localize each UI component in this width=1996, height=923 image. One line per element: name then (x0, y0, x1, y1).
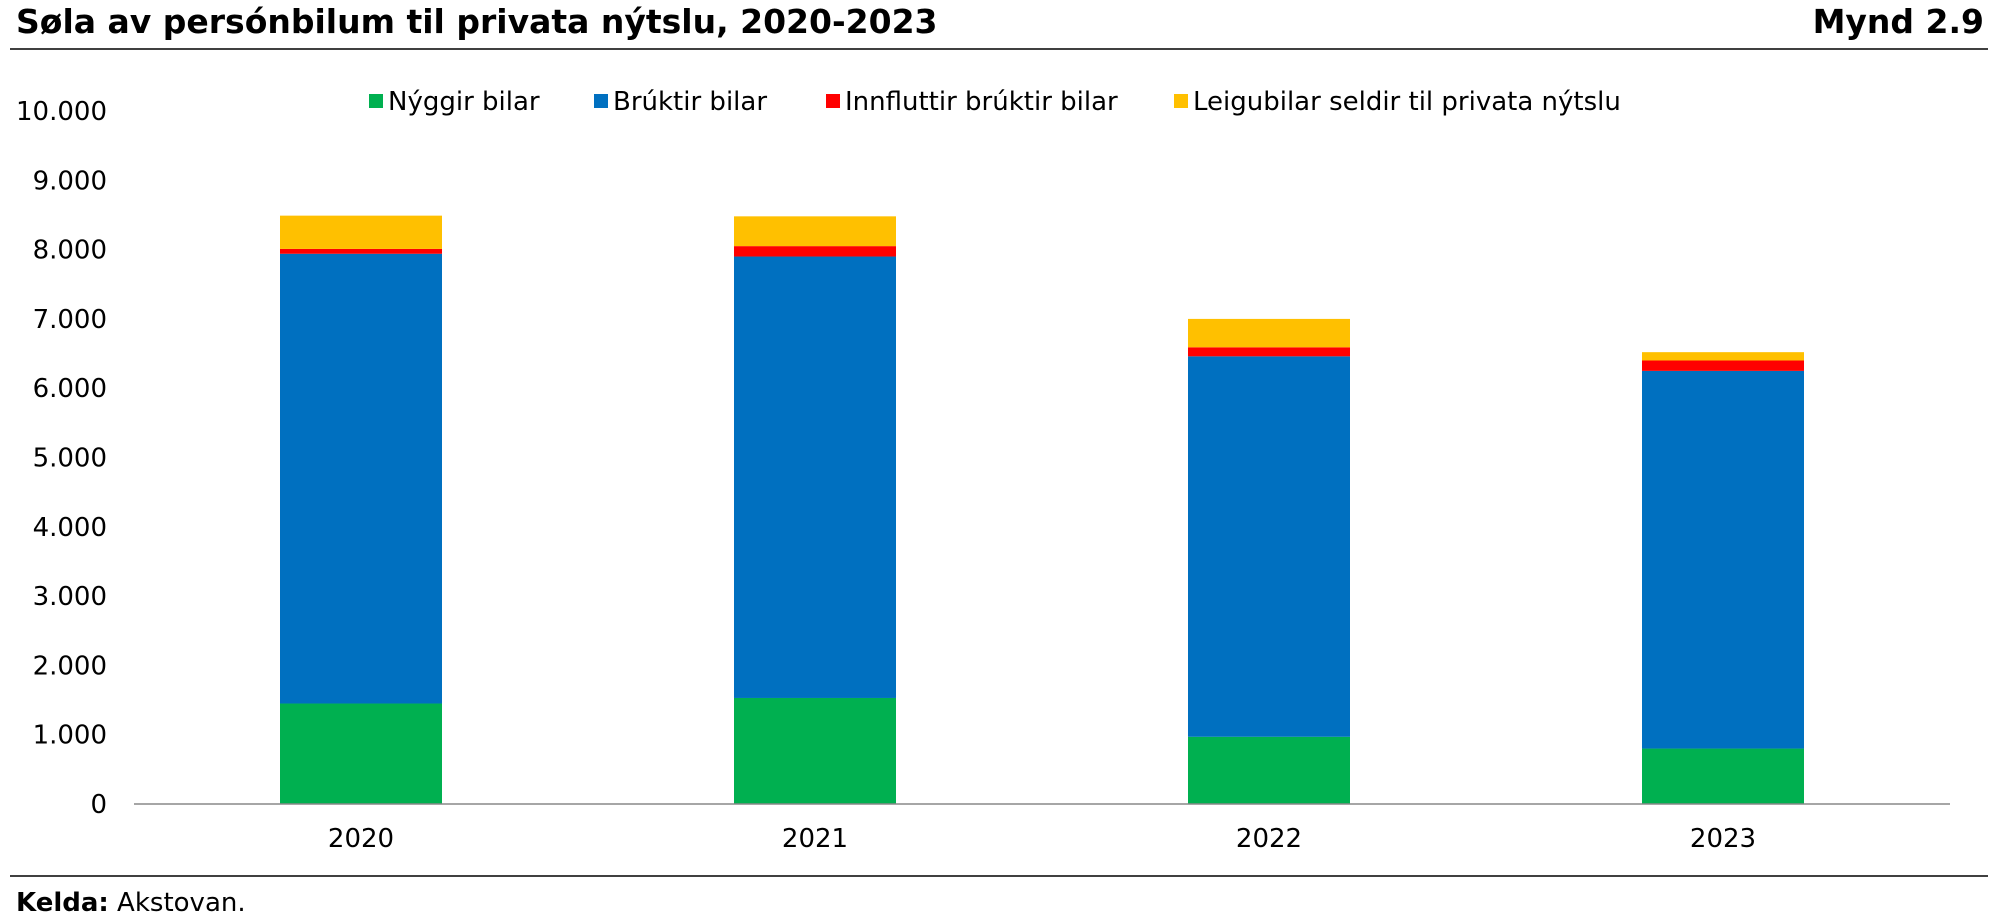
x-tick-label: 2020 (328, 824, 394, 854)
bar-segment-2021-series-2 (734, 246, 896, 257)
legend-label: Nýggir bilar (388, 87, 540, 117)
x-axis: 2020 2021 2022 2023 (328, 824, 1756, 854)
y-tick-label: 4.000 (33, 513, 107, 543)
legend-item: Leigubilar seldir til privata nýtslu (1174, 87, 1621, 117)
legend-label: Leigubilar seldir til privata nýtslu (1193, 87, 1621, 117)
bar-stack-2020 (280, 215, 442, 804)
legend-item: Brúktir bilar (594, 87, 767, 117)
legend-item: Nýggir bilar (369, 87, 540, 117)
legend-swatch (369, 94, 383, 108)
chart-header: Søla av persónbilum til privata nýtslu, … (10, 2, 1988, 50)
y-tick-label: 5.000 (33, 444, 107, 474)
chart-title: Søla av persónbilum til privata nýtslu, … (16, 2, 938, 41)
source-text: Akstovan. (109, 888, 246, 918)
bar-stack-2022 (1188, 318, 1350, 804)
y-axis: 0 1.000 2.000 3.000 4.000 5.000 6.000 7.000 8.00… (16, 97, 107, 820)
x-tick-label: 2022 (1236, 824, 1302, 854)
bar-stack-2023 (1642, 352, 1804, 804)
bar-segment-2022-series-1 (1188, 356, 1350, 737)
bar-segment-2022-series-2 (1188, 347, 1350, 357)
bar-segment-2023-series-1 (1642, 370, 1804, 749)
legend-label: Brúktir bilar (613, 87, 767, 117)
bar-segment-2023-series-2 (1642, 360, 1804, 371)
bar-segment-2023-series-3 (1642, 352, 1804, 361)
bar-segment-2023-series-0 (1642, 748, 1804, 804)
y-tick-label: 7.000 (33, 305, 107, 335)
plot-area (280, 215, 1804, 804)
figure-label: Mynd 2.9 (1813, 2, 1984, 41)
legend-swatch (594, 94, 608, 108)
x-tick-label: 2023 (1690, 824, 1756, 854)
legend-label: Innfluttir brúktir bilar (845, 87, 1118, 117)
y-tick-label: 0 (90, 790, 107, 820)
y-tick-label: 8.000 (33, 236, 107, 266)
bar-segment-2022-series-3 (1188, 318, 1350, 348)
y-tick-label: 2.000 (33, 651, 107, 681)
legend-item: Innfluttir brúktir bilar (826, 87, 1118, 117)
chart-footer: Kelda: Akstovan. (10, 875, 1988, 918)
bar-segment-2020-series-3 (280, 215, 442, 249)
legend-swatch (826, 94, 840, 108)
bar-segment-2020-series-0 (280, 703, 442, 804)
source-label: Kelda: (16, 888, 109, 918)
source-note: Kelda: Akstovan. (16, 888, 246, 918)
y-tick-label: 1.000 (33, 721, 107, 751)
y-tick-label: 6.000 (33, 374, 107, 404)
legend: Nýggir bilar Brúktir bilar Innfluttir brúk… (369, 87, 1621, 117)
y-tick-label: 3.000 (33, 582, 107, 612)
x-tick-label: 2021 (782, 824, 848, 854)
bar-segment-2021-series-3 (734, 216, 896, 247)
bar-segment-2021-series-1 (734, 256, 896, 698)
bar-stack-2021 (734, 216, 896, 804)
legend-swatch (1174, 94, 1188, 108)
bar-segment-2022-series-0 (1188, 736, 1350, 804)
bar-segment-2020-series-2 (280, 248, 442, 254)
bar-segment-2021-series-0 (734, 697, 896, 804)
bar-segment-2020-series-1 (280, 253, 442, 704)
y-tick-label: 9.000 (33, 166, 107, 196)
y-tick-label: 10.000 (16, 97, 107, 127)
